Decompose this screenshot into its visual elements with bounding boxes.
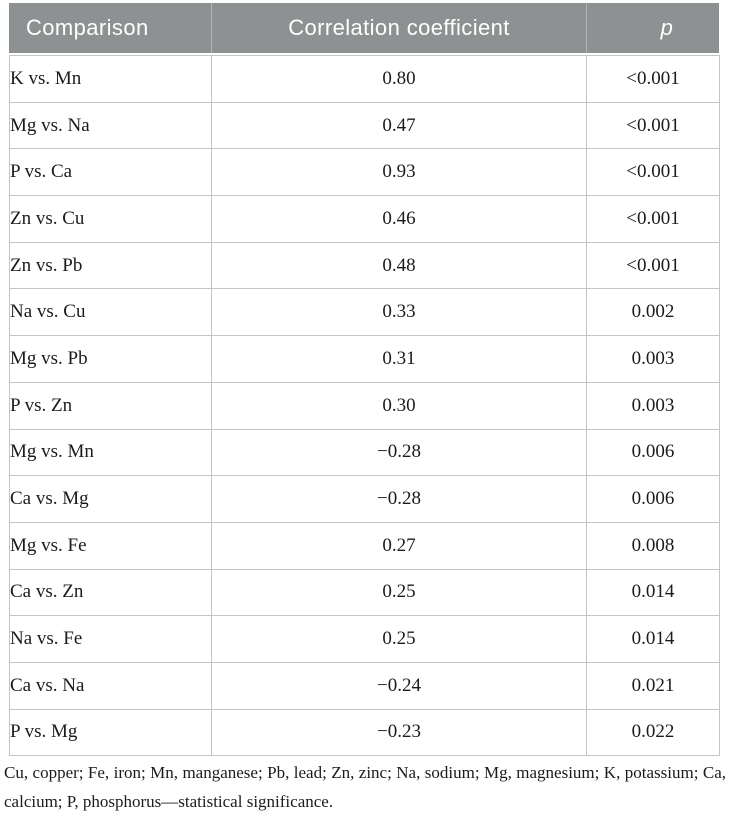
- comparison-cell: Na vs. Cu: [9, 288, 212, 337]
- comparison-cell: Mg vs. Na: [9, 101, 212, 150]
- coefficient-cell: 0.30: [211, 381, 587, 430]
- table-body: K vs. Mn 0.80 <0.001 Mg vs. Na 0.47 <0.0…: [9, 55, 720, 757]
- coefficient-cell: 0.25: [211, 568, 587, 617]
- p-value-cell: 0.003: [586, 381, 720, 430]
- comparison-cell: Zn vs. Pb: [9, 241, 212, 290]
- coefficient-cell: 0.33: [211, 288, 587, 337]
- comparison-cell: P vs. Ca: [9, 148, 212, 197]
- p-value-cell: <0.001: [586, 55, 720, 103]
- table-row: P vs. Zn 0.30 0.003: [9, 381, 720, 430]
- table-row: K vs. Mn 0.80 <0.001: [9, 55, 720, 103]
- table-row: Zn vs. Pb 0.48 <0.001: [9, 241, 720, 290]
- comparison-cell: P vs. Zn: [9, 381, 212, 430]
- comparison-cell: Mg vs. Pb: [9, 335, 212, 383]
- p-value-cell: <0.001: [586, 101, 720, 150]
- table-footnote: Cu, copper; Fe, iron; Mn, manganese; Pb,…: [4, 763, 726, 811]
- coefficient-cell: −0.28: [211, 475, 587, 523]
- comparison-cell: Ca vs. Na: [9, 661, 212, 710]
- p-value-cell: 0.014: [586, 615, 720, 663]
- p-value-cell: <0.001: [586, 241, 720, 290]
- coefficient-cell: 0.27: [211, 521, 587, 570]
- comparison-cell: Na vs. Fe: [9, 615, 212, 663]
- coefficient-cell: 0.93: [211, 148, 587, 197]
- coefficient-cell: −0.28: [211, 428, 587, 477]
- table-row: Mg vs. Mn −0.28 0.006: [9, 428, 720, 477]
- table-body-grid: K vs. Mn 0.80 <0.001 Mg vs. Na 0.47 <0.0…: [9, 55, 720, 757]
- correlation-table: Comparison Correlation coefficient p K v…: [9, 3, 720, 757]
- column-header-p-value: p: [586, 3, 719, 53]
- p-value-cell: 0.021: [586, 661, 720, 710]
- p-value-cell: <0.001: [586, 195, 720, 243]
- table-header-row: Comparison Correlation coefficient p: [9, 3, 719, 53]
- column-header-comparison: Comparison: [26, 15, 149, 40]
- comparison-cell: Ca vs. Mg: [9, 475, 212, 523]
- coefficient-cell: 0.46: [211, 195, 587, 243]
- table-row: Ca vs. Zn 0.25 0.014: [9, 568, 720, 617]
- comparison-cell: Mg vs. Mn: [9, 428, 212, 477]
- table-row: Na vs. Cu 0.33 0.002: [9, 288, 720, 337]
- coefficient-cell: −0.24: [211, 661, 587, 710]
- table-row: Zn vs. Cu 0.46 <0.001: [9, 195, 720, 243]
- p-value-cell: 0.006: [586, 428, 720, 477]
- coefficient-cell: −0.23: [211, 708, 587, 757]
- coefficient-cell: 0.48: [211, 241, 587, 290]
- p-value-cell: 0.022: [586, 708, 720, 757]
- coefficient-cell: 0.25: [211, 615, 587, 663]
- p-value-cell: 0.008: [586, 521, 720, 570]
- table-row: Mg vs. Fe 0.27 0.008: [9, 521, 720, 570]
- p-value-cell: 0.006: [586, 475, 720, 523]
- table-row: Ca vs. Na −0.24 0.021: [9, 661, 720, 710]
- table-row: Na vs. Fe 0.25 0.014: [9, 615, 720, 663]
- comparison-cell: Ca vs. Zn: [9, 568, 212, 617]
- coefficient-cell: 0.31: [211, 335, 587, 383]
- coefficient-cell: 0.47: [211, 101, 587, 150]
- table-row: P vs. Ca 0.93 <0.001: [9, 148, 720, 197]
- table-row: P vs. Mg −0.23 0.022: [9, 708, 720, 757]
- p-value-cell: 0.014: [586, 568, 720, 617]
- table-row: Mg vs. Na 0.47 <0.001: [9, 101, 720, 150]
- coefficient-cell: 0.80: [211, 55, 587, 103]
- table-row: Ca vs. Mg −0.28 0.006: [9, 475, 720, 523]
- column-header-correlation-coefficient: Correlation coefficient: [211, 3, 586, 53]
- comparison-cell: K vs. Mn: [9, 55, 212, 103]
- p-value-cell: 0.003: [586, 335, 720, 383]
- comparison-cell: Mg vs. Fe: [9, 521, 212, 570]
- comparison-cell: Zn vs. Cu: [9, 195, 212, 243]
- p-value-cell: <0.001: [586, 148, 720, 197]
- comparison-cell: P vs. Mg: [9, 708, 212, 757]
- p-value-cell: 0.002: [586, 288, 720, 337]
- table-row: Mg vs. Pb 0.31 0.003: [9, 335, 720, 383]
